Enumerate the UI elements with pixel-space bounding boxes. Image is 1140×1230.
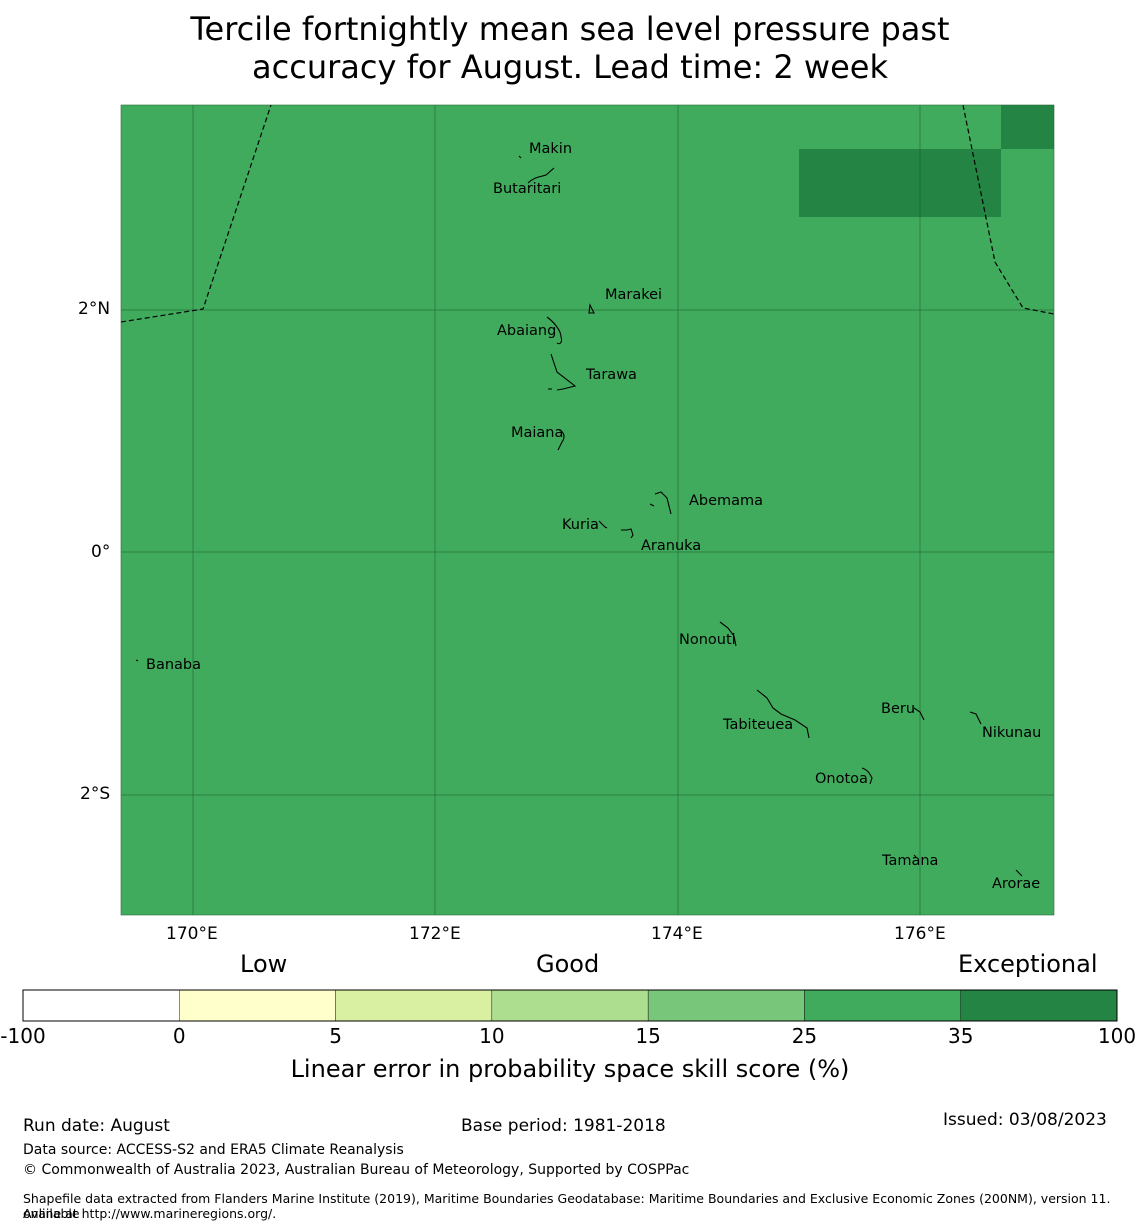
- colorbar-tick: -100: [0, 1024, 46, 1048]
- island-label-tamana: Tamana: [882, 853, 939, 869]
- category-good: Good: [536, 950, 600, 978]
- island-label-beru: Beru: [881, 701, 916, 717]
- colorbar-bin: [179, 989, 336, 1022]
- island-label-tarawa: Tarawa: [586, 367, 637, 383]
- base-period: Base period: 1981-2018: [461, 1116, 666, 1136]
- island-outlines: [135, 155, 1023, 877]
- colorbar-tick: 35: [947, 1024, 974, 1048]
- colorbar-tick: 15: [635, 1024, 661, 1048]
- exceptional-skill-cell: [799, 149, 1001, 217]
- issued-date: Issued: 03/08/2023: [943, 1110, 1107, 1130]
- colorbar-bin: [335, 989, 493, 1022]
- island-label-tabiteuea: Tabiteuea: [723, 717, 794, 733]
- run-date: Run date: August: [23, 1116, 170, 1136]
- island-label-nonouti: Nonouti: [679, 632, 736, 648]
- lat-tick-2n: 2°N: [78, 299, 111, 319]
- colorbar-bin: [647, 989, 805, 1022]
- colorbar-bin: [491, 989, 649, 1022]
- shapefile-credit-1: Shapefile data extracted from Flanders M…: [23, 1191, 1111, 1221]
- lon-tick-176: 176°E: [894, 924, 946, 944]
- colorbar-tick: 0: [172, 1024, 186, 1048]
- colorbar-bin: [960, 989, 1118, 1022]
- skill-field: [121, 105, 1054, 915]
- lon-tick-172: 172°E: [409, 924, 461, 944]
- island-label-abaiang: Abaiang: [497, 323, 557, 339]
- eez-boundary: [120, 104, 1055, 323]
- colorbar-bin: [804, 989, 961, 1022]
- category-exceptional: Exceptional: [958, 950, 1098, 978]
- island-label-arorae: Arorae: [992, 876, 1041, 892]
- island-label-makin: Makin: [529, 141, 573, 157]
- island-label-abemama: Abemama: [689, 493, 764, 509]
- island-label-maiana: Maiana: [511, 425, 564, 441]
- island-label-marakei: Marakei: [605, 287, 663, 303]
- map-title: Tercile fortnightly mean sea level press…: [190, 10, 950, 86]
- colorbar: [22, 989, 1118, 1022]
- data-source: Data source: ACCESS-S2 and ERA5 Climate …: [23, 1142, 404, 1158]
- copyright: © Commonwealth of Australia 2023, Austra…: [23, 1162, 690, 1178]
- lat-tick-0: 0°: [91, 542, 111, 562]
- colorbar-tick: 25: [791, 1024, 818, 1048]
- colorbar-tick: 5: [329, 1024, 342, 1048]
- colorbar-label: Linear error in probability space skill …: [290, 1055, 850, 1083]
- lat-tick-2s: 2°S: [80, 784, 111, 804]
- colorbar-bin: [22, 989, 180, 1022]
- category-low: Low: [240, 950, 288, 978]
- island-label-banaba: Banaba: [146, 657, 201, 673]
- colorbar-tick: 10: [479, 1024, 505, 1048]
- island-label-onotoa: Onotoa: [815, 771, 868, 787]
- island-label-butaritari: Butaritari: [493, 181, 562, 197]
- lon-tick-170: 170°E: [166, 924, 218, 944]
- exceptional-skill-cell: [1001, 105, 1054, 149]
- island-label-aranuka: Aranuka: [641, 538, 702, 554]
- island-label-nikunau: Nikunau: [982, 725, 1042, 741]
- graticule: [121, 105, 1054, 915]
- island-label-kuria: Kuria: [562, 517, 599, 533]
- shapefile-credit-2: online at http://www.marineregions.org/.: [23, 1206, 277, 1221]
- lon-tick-174: 174°E: [651, 924, 703, 944]
- colorbar-tick: 100: [1097, 1024, 1137, 1048]
